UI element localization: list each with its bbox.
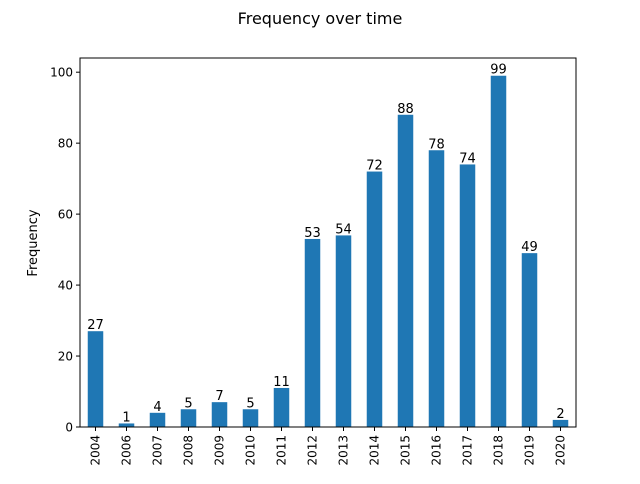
y-tick-label-20: 20 xyxy=(58,350,73,364)
y-tick-label-40: 40 xyxy=(58,279,73,293)
x-tick-label-2015: 2015 xyxy=(399,435,413,466)
y-axis-label: Frequency xyxy=(26,209,41,276)
x-tick-label-2006: 2006 xyxy=(120,435,134,466)
data-label-2019: 49 xyxy=(521,240,538,255)
data-label-2014: 72 xyxy=(366,159,383,174)
x-tick-label-2007: 2007 xyxy=(151,435,165,466)
bar-2012 xyxy=(304,238,321,427)
y-tick-label-0: 0 xyxy=(65,421,73,435)
y-axis-ticks: 0 20 40 60 80 100 xyxy=(50,66,80,435)
bar-2014 xyxy=(366,171,383,427)
bar-2009 xyxy=(211,402,228,427)
data-label-2018: 99 xyxy=(490,63,507,78)
x-tick-label-2010: 2010 xyxy=(244,435,258,466)
x-tick-label-2009: 2009 xyxy=(213,435,227,466)
bar-2008 xyxy=(180,409,197,427)
data-label-2006: 1 xyxy=(122,410,130,425)
data-label-2009: 7 xyxy=(215,389,223,404)
x-tick-label-2014: 2014 xyxy=(368,435,382,466)
bars-layer xyxy=(87,75,569,428)
data-label-2010: 5 xyxy=(246,396,254,411)
data-labels-layer: 27 1 4 5 7 5 11 53 54 72 88 78 74 99 49 2 xyxy=(87,63,564,426)
x-tick-label-2011: 2011 xyxy=(275,435,289,466)
x-tick-label-2017: 2017 xyxy=(461,435,475,466)
plot-frame xyxy=(79,57,577,428)
y-tick-label-100: 100 xyxy=(50,66,73,80)
x-tick-label-2018: 2018 xyxy=(492,435,506,466)
x-tick-label-2012: 2012 xyxy=(306,435,320,466)
x-tick-label-2019: 2019 xyxy=(523,435,537,466)
bar-2007 xyxy=(149,412,166,427)
chart-title: Frequency over time xyxy=(238,9,403,28)
data-label-2012: 53 xyxy=(304,226,321,241)
bar-2004 xyxy=(87,331,104,427)
data-label-2011: 11 xyxy=(273,375,290,390)
data-label-2020: 2 xyxy=(556,407,564,422)
x-axis-ticks: 2004 2006 2007 2008 2009 2010 2011 2012 2013 2014… xyxy=(89,427,568,466)
x-tick-label-2008: 2008 xyxy=(182,435,196,466)
data-label-2016: 78 xyxy=(428,137,445,152)
bar-2011 xyxy=(273,387,290,427)
bar-2013 xyxy=(335,235,352,427)
bar-2006 xyxy=(118,423,135,427)
bar-2019 xyxy=(521,253,538,427)
y-tick-label-60: 60 xyxy=(58,208,73,222)
x-tick-label-2004: 2004 xyxy=(89,435,103,466)
bar-2016 xyxy=(428,150,445,427)
data-label-2004: 27 xyxy=(87,318,104,333)
x-tick-label-2013: 2013 xyxy=(337,435,351,466)
data-label-2007: 4 xyxy=(153,400,161,415)
y-tick-label-80: 80 xyxy=(58,137,73,151)
bar-2020 xyxy=(552,419,569,427)
data-label-2013: 54 xyxy=(335,222,352,237)
data-label-2015: 88 xyxy=(397,102,414,117)
bar-2015 xyxy=(397,114,414,428)
bar-2017 xyxy=(459,164,476,427)
data-label-2008: 5 xyxy=(184,396,192,411)
x-tick-label-2016: 2016 xyxy=(430,435,444,466)
bar-2010 xyxy=(242,409,259,427)
bar-2018 xyxy=(490,75,507,427)
x-tick-label-2020: 2020 xyxy=(554,435,568,466)
data-label-2017: 74 xyxy=(459,151,476,166)
